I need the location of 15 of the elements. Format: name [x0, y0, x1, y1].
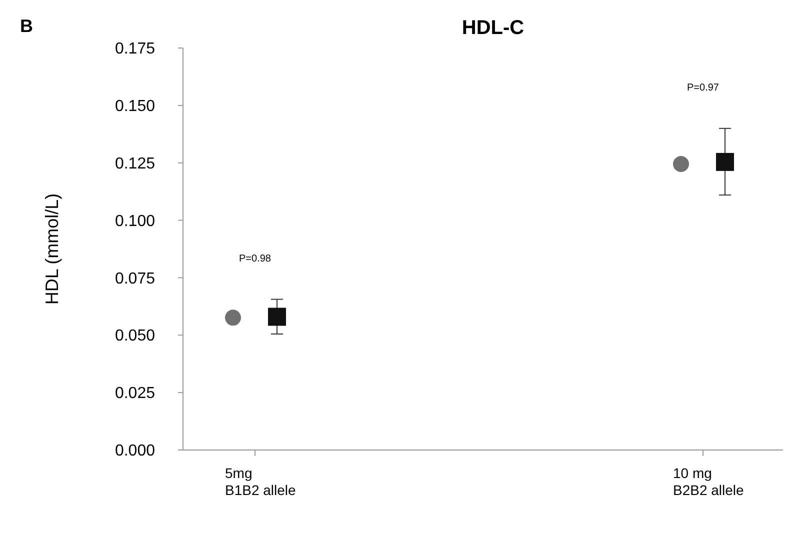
y-tick-label: 0.125 [114, 155, 156, 172]
y-tick-label: 0.175 [114, 40, 156, 58]
annotation: P=0.97 [687, 82, 720, 94]
y-tick-label: 0.150 [114, 98, 156, 116]
y-tick-label: 0.000 [114, 442, 156, 460]
y-tick-label: 0.025 [114, 385, 156, 402]
x-tick-label: 10 mg B2B2 allele [673, 465, 744, 498]
annotation: P=0.98 [239, 253, 272, 264]
y-axis-title: HDL (mmol/L) [42, 193, 62, 305]
chart-title: HDL-C [462, 17, 524, 39]
y-tick-label: 0.050 [114, 328, 156, 345]
y-tick-label: 0.100 [114, 212, 156, 230]
x-tick-label: 5mg B1B2 allele [225, 465, 296, 498]
text: B [20, 16, 33, 36]
y-tick-label: 0.075 [114, 270, 156, 288]
